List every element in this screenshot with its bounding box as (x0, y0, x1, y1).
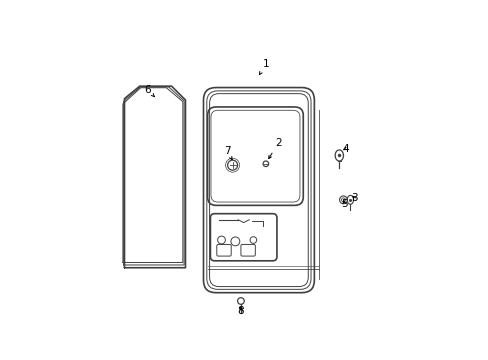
Text: 1: 1 (259, 59, 268, 75)
Text: 6: 6 (144, 85, 154, 96)
Text: 3: 3 (350, 193, 357, 203)
Text: 4: 4 (342, 144, 349, 153)
Text: 5: 5 (340, 199, 347, 209)
Text: 7: 7 (224, 146, 232, 159)
Text: 8: 8 (237, 306, 244, 316)
Text: 2: 2 (268, 138, 281, 158)
